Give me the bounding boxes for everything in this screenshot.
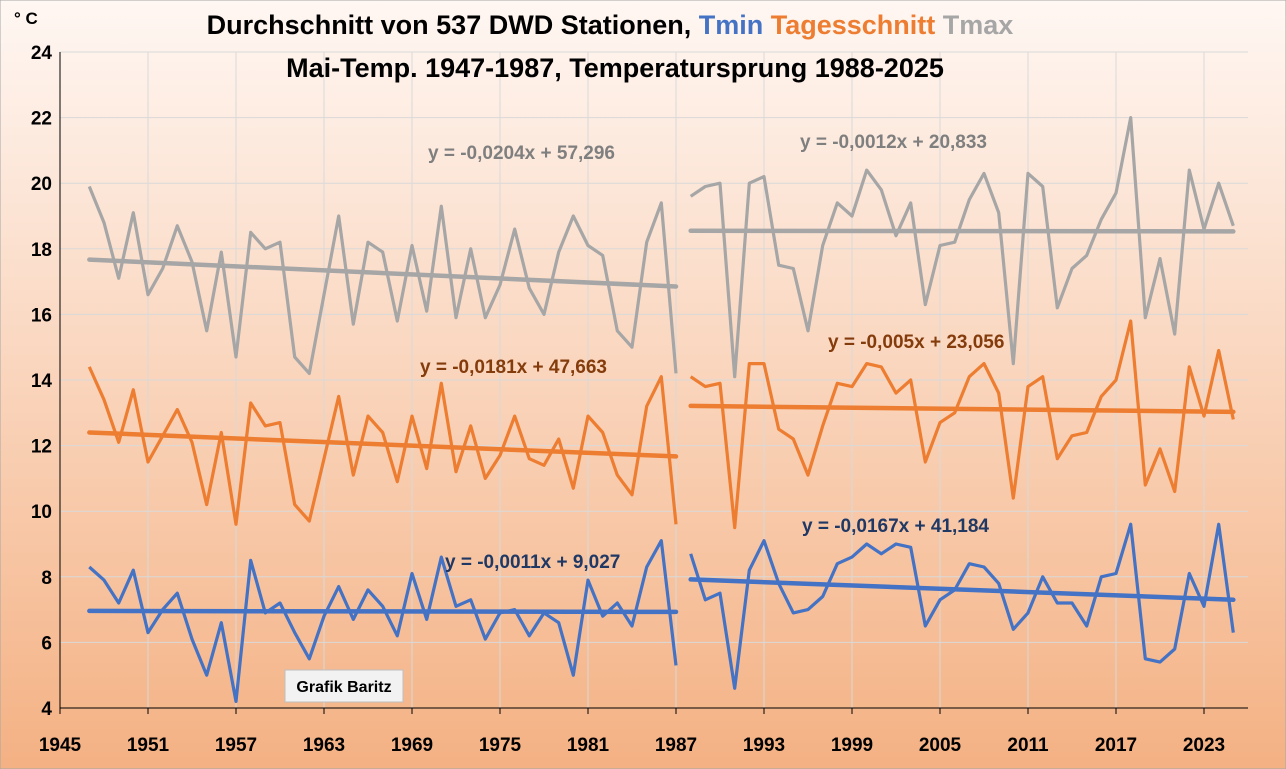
series-line-tmin-2 <box>689 522 1235 690</box>
title-tmin: Tmin <box>699 10 764 40</box>
x-tick-label-1969: 1969 <box>391 735 433 756</box>
y-axis-unit-label: ° C <box>14 9 38 28</box>
y-tick-label-12: 12 <box>31 437 52 458</box>
x-tick-label-1945: 1945 <box>39 735 82 756</box>
trend-equation-tages-1: y = -0,0181x + 47,663 <box>420 357 607 378</box>
trend-line-tmin-1 <box>87 608 679 615</box>
chart-title: Durchschnitt von 537 DWD Stationen, Tmin… <box>207 10 1014 40</box>
x-tick-label-2011: 2011 <box>1007 735 1049 756</box>
x-tick-label-1999: 1999 <box>831 735 873 756</box>
y-tick-label-16: 16 <box>31 305 52 326</box>
x-tick-label-1993: 1993 <box>743 735 785 756</box>
trend-equation-tmin-2: y = -0,0167x + 41,184 <box>802 516 989 537</box>
series-line-tages-2 <box>689 319 1235 530</box>
x-tick-label-2023: 2023 <box>1183 735 1225 756</box>
x-tick-label-1981: 1981 <box>567 735 610 756</box>
y-tick-label-18: 18 <box>31 240 52 261</box>
watermark-text: Grafik Baritz <box>296 679 391 696</box>
x-tick-label-1987: 1987 <box>655 735 697 756</box>
x-tick-label-1957: 1957 <box>215 735 257 756</box>
x-tick-label-1963: 1963 <box>303 735 345 756</box>
y-tick-label-14: 14 <box>31 371 53 392</box>
series-line-tmin-1 <box>88 539 678 704</box>
y-tick-label-22: 22 <box>31 109 52 130</box>
x-tick-label-2017: 2017 <box>1095 735 1137 756</box>
axis-layer: 4 6 8 10 12 14 16 18 20 22 24 1945 1951 1957 1963 1969 1… <box>31 43 1248 756</box>
x-tick-label-1975: 1975 <box>479 735 522 756</box>
x-tick-label-1951: 1951 <box>127 735 170 756</box>
trend-equation-tmax-2: y = -0,0012x + 20,833 <box>800 132 987 153</box>
trend-equation-tmax-1: y = -0,0204x + 57,296 <box>428 143 615 164</box>
series-line-tmax-2 <box>689 115 1235 379</box>
trend-line-tages-2 <box>688 403 1236 415</box>
label-layer: y = -0,0204x + 57,296 y = -0,0012x + 20,8… <box>420 132 1004 573</box>
title-tmax: Tmax <box>943 10 1014 40</box>
series-line-tmax-1 <box>87 185 678 375</box>
trend-equation-tmin-1: y = -0,0011x + 9,027 <box>445 552 620 573</box>
y-tick-label-6: 6 <box>41 633 52 654</box>
y-tick-label-20: 20 <box>31 174 52 195</box>
trend-equation-tages-2: y = -0,005x + 23,056 <box>828 332 1004 353</box>
trend-line-tages-1 <box>87 430 679 459</box>
title-tagesschnitt: Tagesschnitt <box>771 10 936 40</box>
y-tick-label-4: 4 <box>41 699 52 720</box>
watermark-background <box>284 669 404 703</box>
watermark-box: Grafik Baritz <box>284 669 404 703</box>
x-tick-label-2005: 2005 <box>919 735 962 756</box>
trend-layer <box>87 228 1236 615</box>
series-layer <box>87 115 1235 704</box>
trend-line-tmin-2 <box>688 577 1236 603</box>
chart-subtitle: Mai-Temp. 1947-1987, Temperatursprung 19… <box>286 53 944 83</box>
y-tick-label-10: 10 <box>31 502 52 523</box>
y-tick-label-8: 8 <box>41 568 52 589</box>
series-line-tages-1 <box>87 366 678 526</box>
y-tick-label-24: 24 <box>31 43 53 64</box>
trend-line-tmax-1 <box>87 257 679 289</box>
trend-line-tmax-2 <box>688 228 1236 234</box>
title-main-part: Durchschnitt von 537 DWD Stationen, <box>207 10 699 40</box>
